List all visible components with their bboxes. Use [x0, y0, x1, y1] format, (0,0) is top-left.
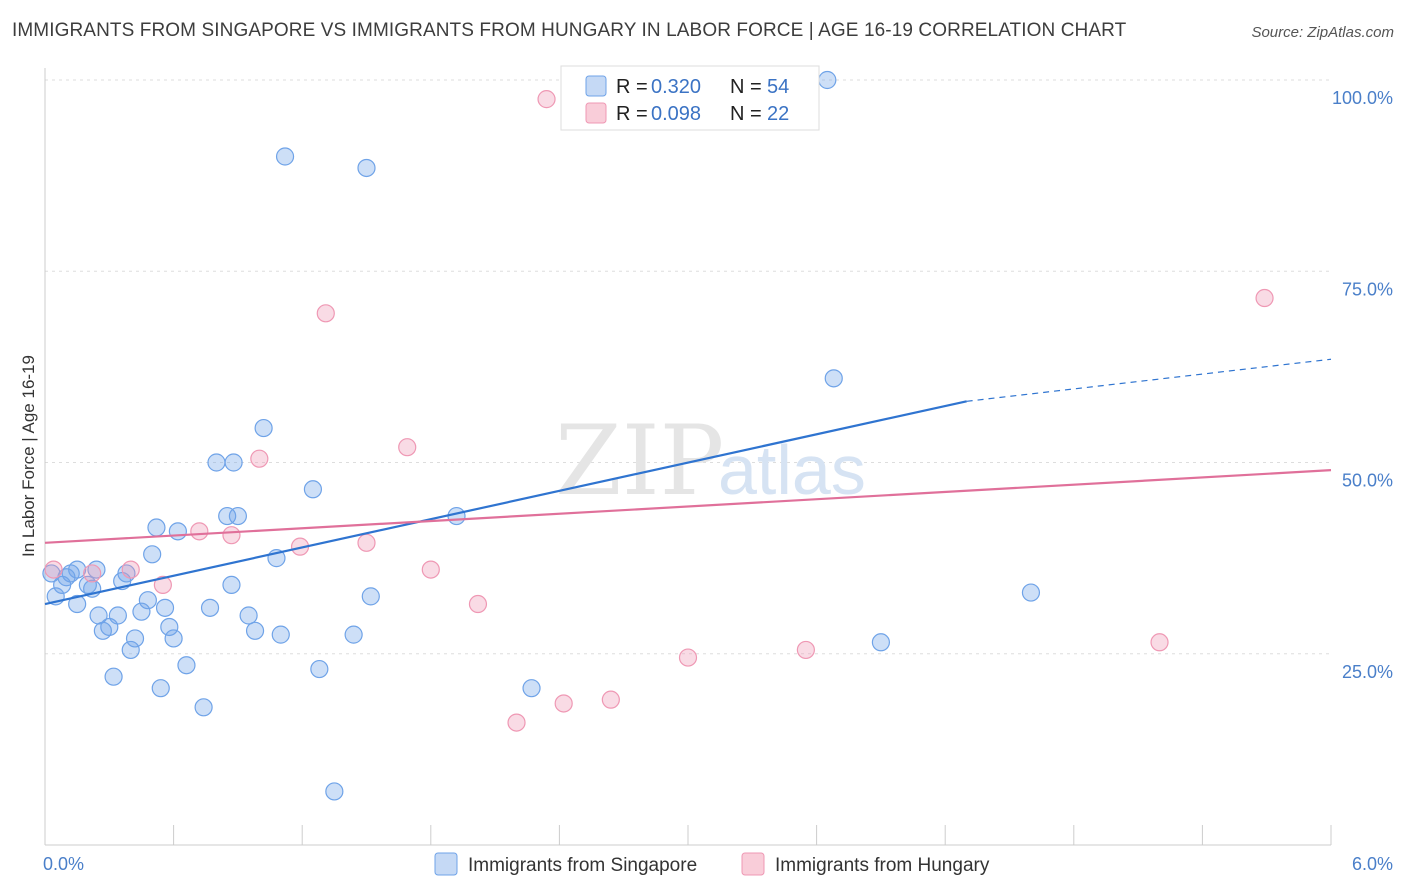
x-tick-label-max: 6.0% — [1352, 854, 1393, 874]
singapore-point-17 — [121, 640, 140, 660]
hungary-point-9 — [357, 533, 376, 552]
singapore-point-30 — [200, 598, 220, 617]
singapore-point-14 — [108, 606, 127, 625]
singapore-point-22 — [147, 518, 166, 537]
hungary-point-12 — [468, 594, 488, 614]
hungary-point-18 — [678, 648, 698, 667]
hungary-point-0 — [44, 560, 63, 579]
legend-r-value-singapore: 0.320 — [651, 76, 701, 98]
y-tick-labels: 100.0% 75.0% 50.0% 25.0% — [1332, 88, 1393, 682]
hungary-point-8 — [316, 304, 335, 323]
hungary-point-2 — [121, 560, 140, 579]
singapore-point-51 — [824, 369, 843, 388]
singapore-point-25 — [160, 617, 179, 637]
singapore-point-23 — [151, 679, 170, 698]
series-legend-label-hungary: Immigrants from Hungary — [775, 855, 990, 876]
hungary-point-10 — [398, 438, 417, 457]
singapore-point-13 — [104, 667, 123, 686]
hungary-point-1 — [83, 564, 102, 583]
legend-swatch-hungary — [585, 102, 607, 124]
y-tick-label-25: 25.0% — [1342, 662, 1393, 682]
hungary-point-13 — [507, 713, 526, 732]
singapore-point-41 — [275, 147, 295, 166]
legend-swatch-singapore — [585, 75, 607, 97]
series-legend-swatch-hungary — [741, 852, 765, 876]
singapore-point-53 — [1021, 583, 1041, 602]
singapore-point-28 — [177, 656, 196, 675]
legend-n-value-hungary: 22 — [767, 103, 789, 125]
singapore-point-32 — [218, 506, 237, 526]
hungary-point-11 — [421, 560, 440, 579]
series-singapore-points — [42, 70, 1041, 801]
trendline-singapore-extension — [966, 358, 1332, 402]
series-legend-label-singapore: Immigrants from Singapore — [468, 855, 697, 876]
singapore-point-46 — [357, 158, 376, 178]
legend-r-label-hungary: R = — [616, 103, 648, 125]
singapore-point-52 — [871, 633, 891, 652]
singapore-point-42 — [303, 480, 323, 499]
hungary-point-14 — [537, 90, 556, 109]
chart-title: IMMIGRANTS FROM SINGAPORE VS IMMIGRANTS … — [12, 20, 1127, 41]
singapore-point-35 — [228, 506, 247, 526]
singapore-point-21 — [143, 545, 162, 564]
singapore-point-34 — [224, 453, 243, 472]
singapore-point-26 — [164, 629, 183, 648]
watermark: ZIP atlas — [555, 405, 866, 517]
singapore-point-6 — [68, 594, 87, 614]
y-tick-label-100: 100.0% — [1332, 88, 1393, 108]
singapore-point-38 — [254, 418, 273, 438]
hungary-point-15 — [554, 694, 573, 713]
correlation-legend: R = 0.320 N = 54 R = 0.098 N = 22 — [560, 65, 820, 131]
chart-source: Source: ZipAtlas.com — [1251, 24, 1394, 41]
hungary-point-21 — [1255, 288, 1274, 308]
singapore-point-49 — [522, 679, 541, 698]
singapore-point-33 — [222, 575, 241, 595]
singapore-point-50 — [818, 70, 837, 90]
singapore-point-45 — [344, 625, 363, 644]
singapore-point-20 — [138, 591, 157, 610]
series-legend: Immigrants from Singapore Immigrants fro… — [434, 852, 990, 876]
singapore-point-40 — [271, 625, 290, 644]
y-axis-label: In Labor Force | Age 16-19 — [19, 355, 38, 557]
singapore-point-47 — [361, 587, 380, 606]
legend-r-value-hungary: 0.098 — [651, 103, 701, 125]
legend-n-label-singapore: N = — [730, 76, 762, 98]
singapore-point-44 — [325, 782, 344, 801]
singapore-point-24 — [155, 598, 175, 617]
singapore-point-27 — [168, 522, 187, 541]
x-tick-label-min: 0.0% — [43, 854, 84, 874]
series-legend-swatch-singapore — [434, 852, 458, 876]
hungary-point-6 — [250, 449, 269, 468]
hungary-point-4 — [190, 522, 209, 541]
singapore-point-43 — [310, 659, 329, 679]
legend-n-label-hungary: N = — [730, 103, 762, 125]
x-tick-marks — [44, 825, 1332, 845]
singapore-point-36 — [239, 606, 258, 625]
hungary-point-20 — [1150, 633, 1169, 652]
trendline-singapore — [44, 400, 967, 606]
singapore-point-31 — [207, 453, 226, 472]
legend-r-label-singapore: R = — [616, 76, 648, 98]
hungary-point-3 — [153, 575, 172, 595]
singapore-point-5 — [68, 560, 87, 579]
gridlines — [45, 79, 1331, 655]
hungary-point-5 — [222, 526, 241, 545]
trendline-hungary — [44, 469, 1332, 544]
y-tick-label-50: 50.0% — [1342, 471, 1393, 491]
hungary-point-19 — [796, 640, 815, 660]
watermark-atlas: atlas — [718, 431, 866, 509]
hungary-point-16 — [601, 690, 620, 709]
trend-lines — [44, 358, 1332, 606]
singapore-point-29 — [194, 698, 213, 717]
singapore-point-18 — [125, 629, 145, 648]
y-tick-label-75: 75.0% — [1342, 279, 1393, 299]
legend-n-value-singapore: 54 — [767, 76, 789, 98]
series-hungary-points — [44, 67, 1274, 732]
singapore-point-48 — [447, 506, 466, 526]
singapore-point-37 — [245, 621, 265, 640]
singapore-point-19 — [132, 602, 151, 621]
